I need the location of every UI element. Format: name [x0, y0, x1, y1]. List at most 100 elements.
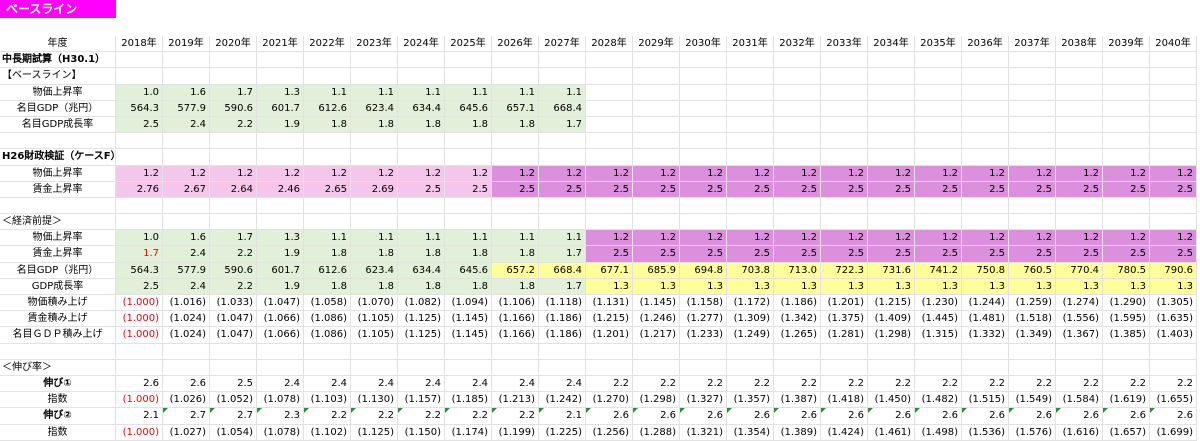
cell[interactable]: [351, 214, 398, 231]
year-header-cell[interactable]: 2032年: [774, 36, 821, 53]
cell[interactable]: [868, 116, 915, 134]
cell[interactable]: [1103, 214, 1150, 231]
cell[interactable]: [257, 197, 304, 215]
cell[interactable]: [868, 133, 915, 150]
cell[interactable]: 1.2: [962, 230, 1009, 247]
cell[interactable]: 2.5: [1150, 181, 1197, 198]
cell[interactable]: [1103, 197, 1150, 215]
cell[interactable]: (1.105): [351, 311, 398, 328]
cell[interactable]: 612.6: [304, 262, 351, 279]
cell[interactable]: [1103, 68, 1150, 85]
cell[interactable]: (1.118): [539, 295, 586, 312]
cell[interactable]: [680, 343, 727, 360]
cell[interactable]: 2.5: [1009, 181, 1056, 198]
cell[interactable]: [680, 84, 727, 101]
cell[interactable]: [1009, 68, 1056, 85]
cell[interactable]: 1.2: [1103, 230, 1150, 247]
cell[interactable]: 2.5: [445, 181, 492, 198]
cell[interactable]: [445, 52, 492, 69]
row-label[interactable]: 物価上昇率: [0, 165, 116, 182]
cell[interactable]: (1.213): [492, 392, 539, 409]
cell[interactable]: 1.2: [821, 165, 868, 182]
cell[interactable]: 1.7: [210, 230, 257, 247]
cell[interactable]: [257, 214, 304, 231]
cell[interactable]: 1.8: [492, 278, 539, 295]
cell[interactable]: 590.6: [210, 262, 257, 279]
cell[interactable]: [1056, 214, 1103, 231]
row-label[interactable]: 物価上昇率: [0, 84, 116, 101]
cell[interactable]: [210, 343, 257, 360]
cell[interactable]: (1.086): [304, 327, 351, 344]
cell[interactable]: 2.2: [680, 375, 727, 393]
cell[interactable]: [1150, 84, 1197, 101]
cell[interactable]: (1.131): [586, 295, 633, 312]
row-label[interactable]: ＜伸び率＞: [0, 359, 116, 376]
cell[interactable]: [868, 100, 915, 117]
cell[interactable]: [586, 359, 633, 376]
cell[interactable]: (1.246): [633, 311, 680, 328]
cell[interactable]: [680, 149, 727, 166]
cell[interactable]: [680, 359, 727, 376]
cell[interactable]: 1.3: [633, 278, 680, 295]
cell[interactable]: 1.0: [116, 84, 163, 101]
cell[interactable]: (1.070): [351, 295, 398, 312]
cell[interactable]: [539, 149, 586, 166]
cell[interactable]: [1009, 197, 1056, 215]
cell[interactable]: (1.481): [962, 311, 1009, 328]
cell[interactable]: 2.2: [774, 375, 821, 393]
cell[interactable]: 668.4: [539, 262, 586, 279]
cell[interactable]: [539, 197, 586, 215]
cell[interactable]: [821, 197, 868, 215]
cell[interactable]: 1.3: [1056, 278, 1103, 295]
cell[interactable]: [1150, 68, 1197, 85]
cell[interactable]: 722.3: [821, 262, 868, 279]
cell[interactable]: [116, 197, 163, 215]
cell[interactable]: 1.8: [445, 116, 492, 134]
cell[interactable]: [680, 52, 727, 69]
cell[interactable]: 1.0: [116, 230, 163, 247]
cell[interactable]: 2.4: [163, 278, 210, 295]
cell[interactable]: [163, 197, 210, 215]
cell[interactable]: 1.8: [351, 246, 398, 263]
cell[interactable]: [1009, 343, 1056, 360]
cell[interactable]: [915, 149, 962, 166]
cell[interactable]: 1.3: [727, 278, 774, 295]
cell[interactable]: 1.2: [633, 230, 680, 247]
year-header-cell[interactable]: 2022年: [304, 36, 351, 53]
cell[interactable]: [727, 133, 774, 150]
cell[interactable]: [727, 197, 774, 215]
year-header-cell[interactable]: 2039年: [1103, 36, 1150, 53]
cell[interactable]: [492, 343, 539, 360]
cell[interactable]: 657.1: [492, 100, 539, 117]
year-header-cell[interactable]: 2021年: [257, 36, 304, 53]
cell[interactable]: 1.3: [962, 278, 1009, 295]
cell[interactable]: (1.403): [1150, 327, 1197, 344]
cell[interactable]: [304, 343, 351, 360]
cell[interactable]: (1.094): [445, 295, 492, 312]
cell[interactable]: [1150, 359, 1197, 376]
cell[interactable]: [539, 52, 586, 69]
cell[interactable]: 1.7: [539, 278, 586, 295]
cell[interactable]: [351, 68, 398, 85]
cell[interactable]: [680, 214, 727, 231]
cell[interactable]: 1.3: [586, 278, 633, 295]
cell[interactable]: [680, 68, 727, 85]
row-label[interactable]: 中長期試算（H30.1）: [0, 52, 116, 69]
cell[interactable]: (1.086): [304, 311, 351, 328]
cell[interactable]: [774, 197, 821, 215]
cell[interactable]: [1056, 343, 1103, 360]
cell[interactable]: [1056, 84, 1103, 101]
cell[interactable]: [633, 149, 680, 166]
cell[interactable]: 612.6: [304, 100, 351, 117]
cell[interactable]: (1.066): [257, 311, 304, 328]
cell[interactable]: 2.6: [1056, 408, 1103, 425]
cell[interactable]: [727, 84, 774, 101]
cell[interactable]: (1.215): [868, 295, 915, 312]
cell[interactable]: 1.7: [539, 246, 586, 263]
cell[interactable]: [398, 343, 445, 360]
cell[interactable]: [915, 100, 962, 117]
cell[interactable]: 1.2: [868, 230, 915, 247]
cell[interactable]: [539, 214, 586, 231]
cell[interactable]: [774, 343, 821, 360]
cell[interactable]: 2.4: [398, 375, 445, 393]
